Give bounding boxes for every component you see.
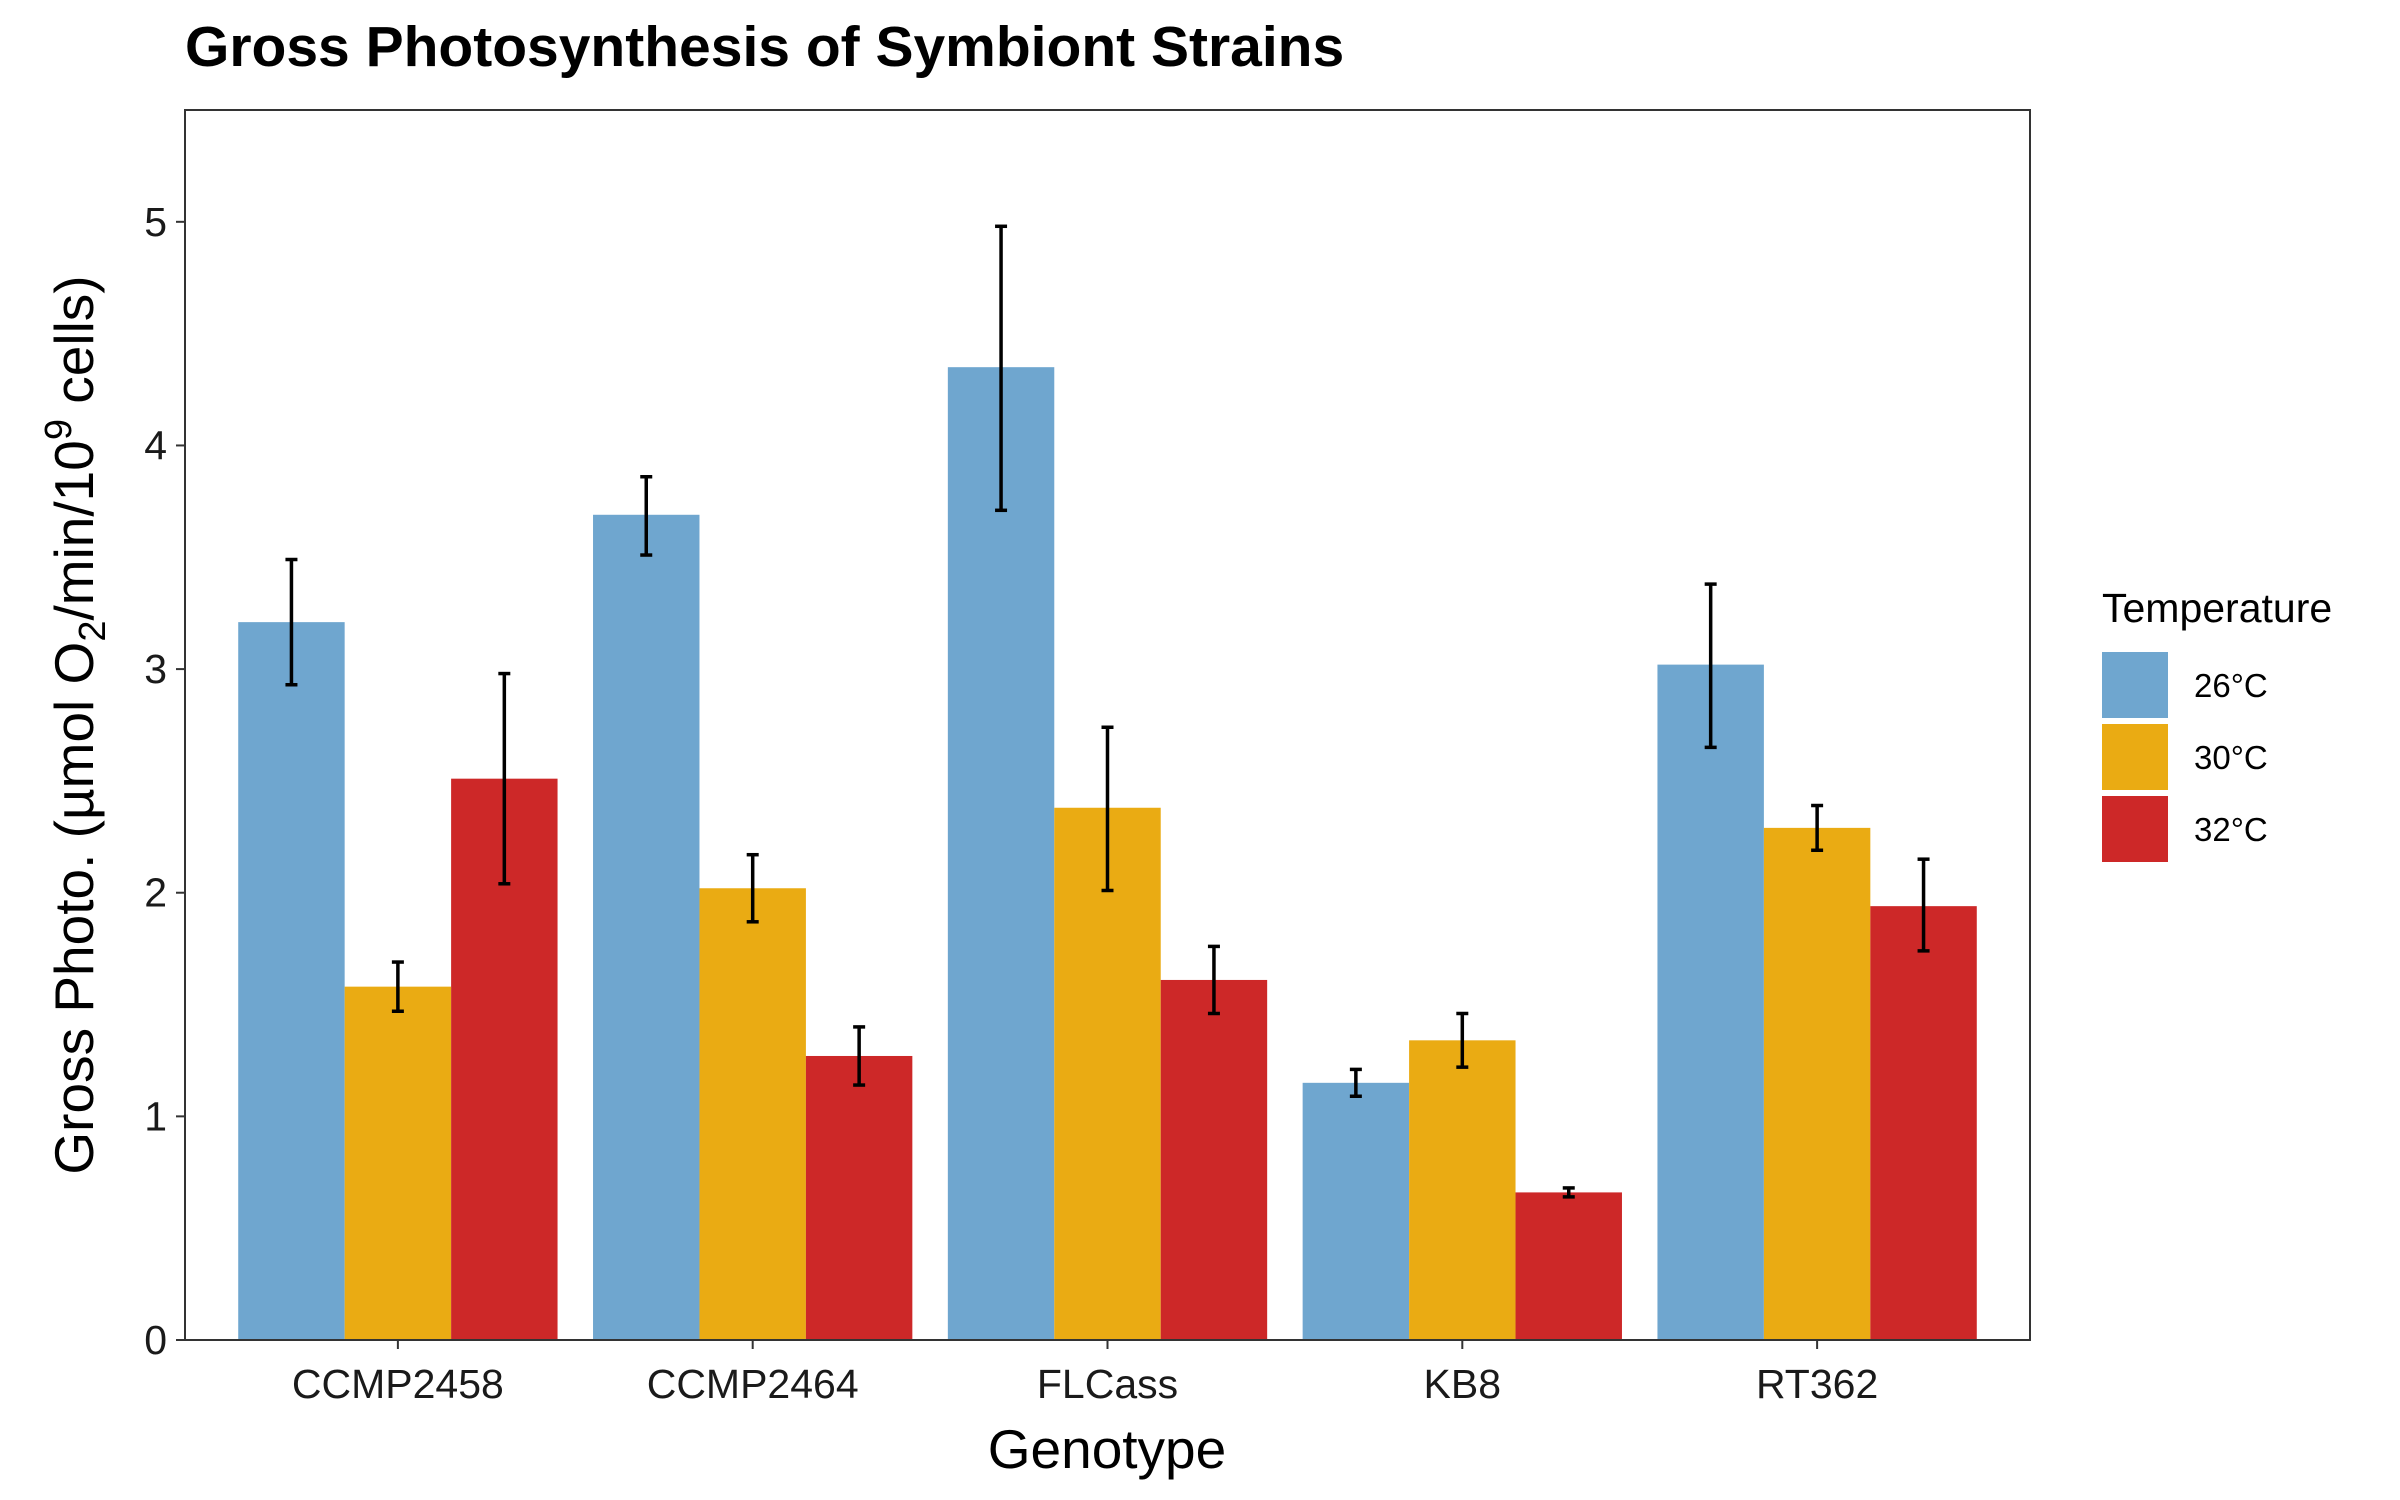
y-axis-title-suffix: cells) [43,275,105,419]
error-bar-RT362-30°C [1811,803,1824,852]
y-tick-label: 0 [144,1317,167,1363]
error-bars-layer [285,224,1930,1199]
bar-FLCass-26°C [947,367,1055,1340]
error-bar-KB8-30°C [1456,1011,1469,1069]
bar-RT362-26°C [1657,664,1764,1340]
bar-FLCass-30°C [1054,807,1161,1340]
error-bar-RT362-32°C [1917,857,1930,953]
error-bar-RT362-26°C [1704,582,1717,750]
y-tick-label: 5 [144,199,167,245]
legend-key [2102,796,2168,862]
bar-FLCass-32°C [1160,979,1268,1340]
y-axis-title-subscript: 2 [72,621,114,642]
error-bar-CCMP2458-32°C [498,671,511,886]
y-axis-title-superscript: 9 [38,419,80,440]
error-bar-FLCass-30°C [1101,725,1114,893]
legend-item: 26°C [2102,652,2268,718]
bar-KB8-26°C [1302,1082,1410,1340]
error-bar-CCMP2464-32°C [853,1025,866,1087]
error-bar-CCMP2464-26°C [640,475,653,557]
x-axis-title: Genotype [988,1418,1227,1480]
bar-CCMP2464-30°C [699,888,806,1340]
error-bar-FLCass-32°C [1207,944,1220,1016]
y-axis: 0 1 2 3 4 5 [144,199,185,1363]
x-tick-label: FLCass [1037,1361,1178,1407]
bar-RT362-30°C [1763,827,1871,1340]
legend-title: Temperature [2102,585,2332,631]
chart-title: Gross Photosynthesis of Symbiont Strains [185,15,1344,79]
legend-key [2102,724,2168,790]
y-axis-title: Gross Photo. (µmol O2/min/109 cells) [38,275,114,1174]
legend-item: 30°C [2102,724,2268,790]
error-bar-CCMP2458-26°C [285,557,298,687]
x-tick-label: RT362 [1756,1361,1878,1407]
bar-KB8-30°C [1409,1040,1516,1340]
bar-CCMP2458-26°C [238,622,345,1340]
y-axis-title-prefix: Gross Photo. (µmol O [43,642,105,1175]
legend-label: 30°C [2194,739,2268,776]
x-tick-label: CCMP2464 [647,1361,859,1407]
legend-item: 32°C [2102,796,2268,862]
x-tick-label: KB8 [1424,1361,1502,1407]
bar-KB8-32°C [1515,1192,1622,1340]
bars-layer [238,367,1977,1340]
error-bar-CCMP2458-30°C [391,960,404,1014]
legend-key [2102,652,2168,718]
x-axis: CCMP2458 CCMP2464 FLCass KB8 RT362 [292,1340,1878,1407]
legend-label: 26°C [2194,667,2268,704]
error-bar-FLCass-26°C [995,224,1008,513]
legend-label: 32°C [2194,811,2268,848]
x-tick-label: CCMP2458 [292,1361,504,1407]
error-bar-KB8-26°C [1349,1067,1362,1098]
bar-RT362-32°C [1870,906,1977,1340]
y-tick-label: 1 [144,1093,167,1139]
y-tick-label: 4 [144,422,167,468]
y-tick-label: 2 [144,870,167,916]
error-bar-KB8-32°C [1562,1186,1575,1199]
error-bar-CCMP2464-30°C [746,852,759,924]
bar-CCMP2464-26°C [593,514,700,1340]
legend-items: 26°C 30°C 32°C [2102,652,2268,862]
bar-CCMP2464-32°C [805,1055,913,1340]
y-axis-title-mid: /min/10 [43,440,105,620]
bar-CCMP2458-30°C [344,986,452,1340]
y-tick-label: 3 [144,646,167,692]
legend: Temperature 26°C 30°C 32°C [2102,585,2332,862]
